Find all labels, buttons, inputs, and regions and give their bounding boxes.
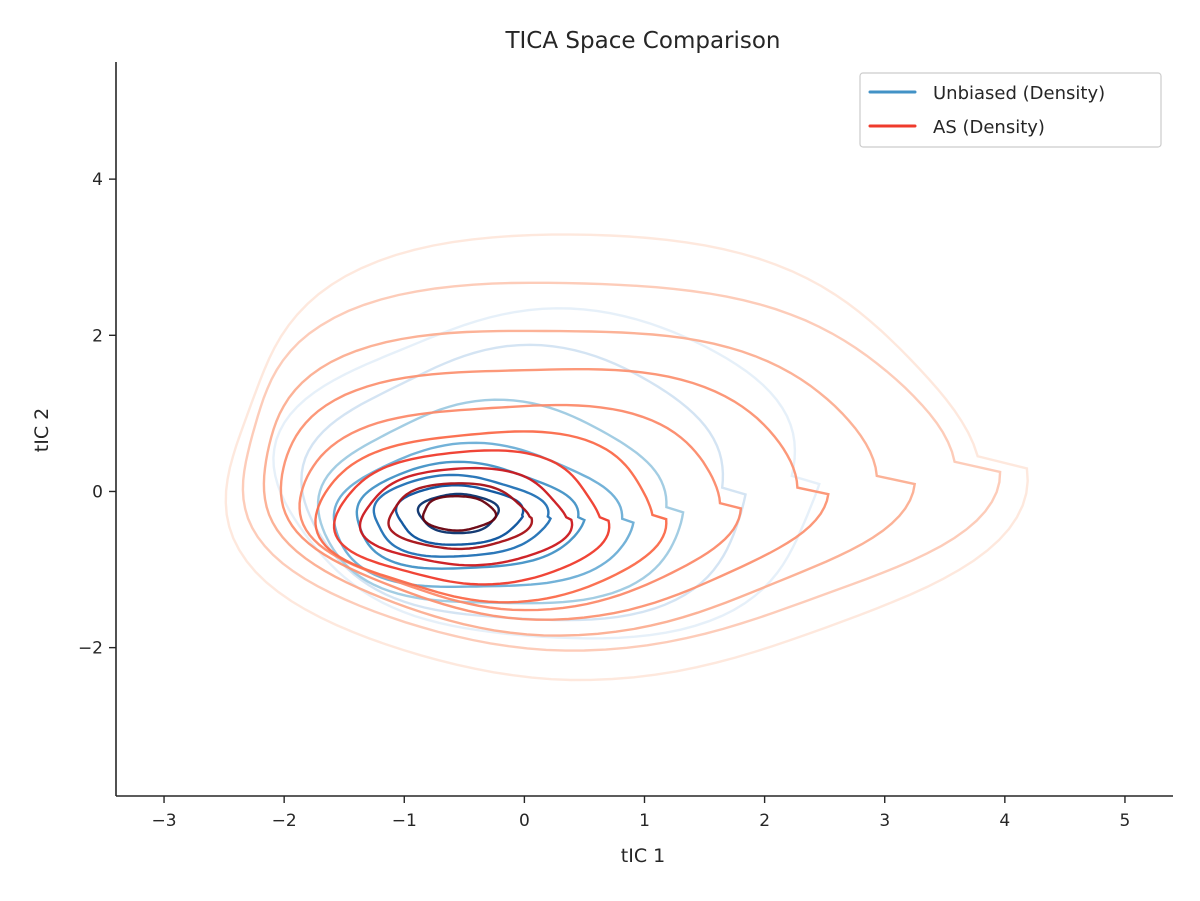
contour-line <box>314 430 668 604</box>
y-tick-label: 4 <box>92 170 103 190</box>
legend-label-as: AS (Density) <box>933 117 1045 138</box>
y-ticks: −2 0 2 4 <box>78 170 116 659</box>
x-ticks: −3 −2 −1 0 1 2 3 4 5 <box>152 796 1131 831</box>
contour-series-unbiased <box>272 307 821 640</box>
contour-line <box>358 466 574 567</box>
y-tick-label: 0 <box>92 482 103 502</box>
contour-line <box>372 473 553 558</box>
x-tick-label: −1 <box>392 811 417 831</box>
contour-line <box>224 233 1029 682</box>
contour-line <box>387 482 534 551</box>
contour-line <box>272 307 821 640</box>
x-tick-label: 4 <box>999 811 1010 831</box>
y-tick-label: 2 <box>92 326 103 346</box>
legend-box <box>859 72 1162 148</box>
y-axis-label: tIC 2 <box>31 408 53 452</box>
contour-line <box>421 495 498 532</box>
y-tick-label: −2 <box>78 639 103 659</box>
x-tick-label: 2 <box>759 811 770 831</box>
contour-line <box>298 403 743 612</box>
chart-title: TICA Space Comparison <box>504 28 780 54</box>
contour-line <box>394 483 525 546</box>
x-tick-label: −2 <box>272 811 297 831</box>
x-axis-label: tIC 1 <box>621 845 665 867</box>
contour-series-as <box>224 233 1029 682</box>
contour-line <box>262 329 917 637</box>
x-tick-label: 0 <box>519 811 530 831</box>
x-tick-label: −3 <box>152 811 177 831</box>
x-tick-label: 3 <box>879 811 890 831</box>
x-tick-label: 5 <box>1120 811 1131 831</box>
contour-line <box>279 368 830 621</box>
legend: Unbiased (Density) AS (Density) <box>859 72 1162 148</box>
axes: −3 −2 −1 0 1 2 3 4 5 −2 0 2 4 <box>78 62 1173 831</box>
contour-line <box>416 492 501 535</box>
contour-line <box>241 281 1002 652</box>
plot-area <box>224 233 1029 682</box>
x-tick-label: 1 <box>639 811 650 831</box>
contour-line <box>332 449 611 586</box>
contour-layer <box>224 233 1029 682</box>
legend-label-unbiased: Unbiased (Density) <box>933 83 1105 104</box>
